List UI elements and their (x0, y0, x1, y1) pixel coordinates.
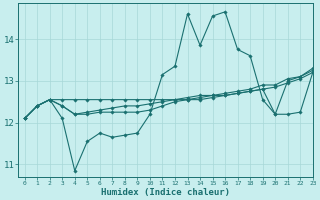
X-axis label: Humidex (Indice chaleur): Humidex (Indice chaleur) (101, 188, 230, 197)
